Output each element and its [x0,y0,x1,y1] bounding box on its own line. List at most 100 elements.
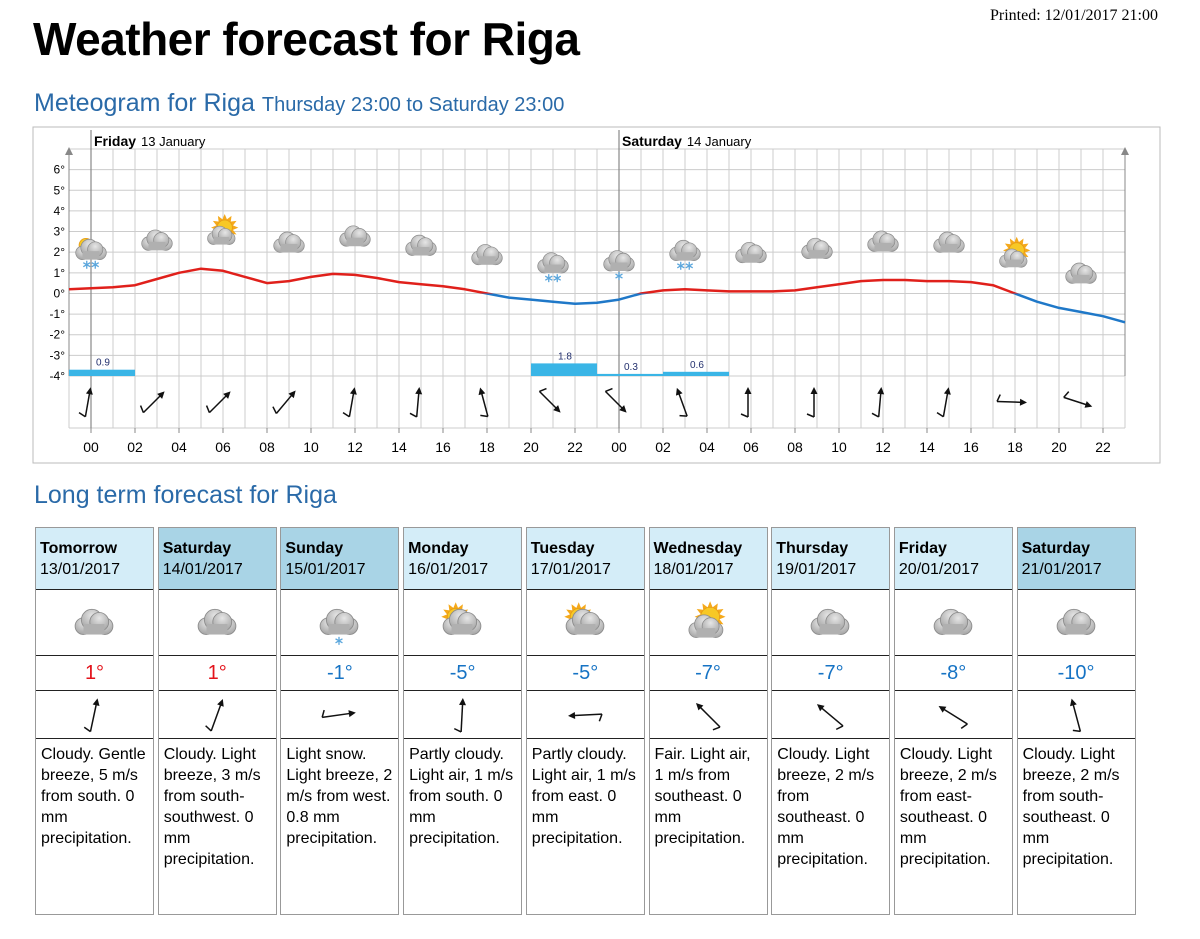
wind-head [877,387,885,395]
description: Cloudy. Light breeze, 2 m/s from east-so… [899,746,997,868]
day-name: Thursday [776,540,849,557]
x-tick-label: 20 [523,439,539,455]
symbol-cell [281,590,399,656]
sun-ray [448,604,454,611]
x-tick-label: 22 [1095,439,1111,455]
precipitation-label: 1.8 [558,351,572,362]
weather-symbols [75,214,1097,284]
cloud-base [940,243,958,253]
cloud [565,608,605,635]
wind-barb [740,413,749,418]
y-tick-label: -2° [50,328,66,342]
sun-ray [719,614,726,620]
day-date: 15/01/2017 [285,561,366,578]
sun-ray [575,602,581,609]
wind-arrow [204,699,224,732]
wind [938,705,968,729]
symbol-cell [36,590,153,656]
day-name: Wednesday [653,540,743,557]
wind-arrow [695,702,721,731]
cloud [933,608,973,635]
day-date: 13/01/2017 [40,561,121,578]
temperature: -8° [894,656,1012,691]
temperature: -7° [649,656,767,691]
temperature: -1° [281,656,399,691]
sun-ray [441,614,448,620]
day-column: Wednesday 18/01/2017 -7° Fair. Light air, 1… [648,527,768,915]
period: Thursday 23:00 to Saturday 23:00 [261,94,565,116]
wind-barb [1072,729,1081,733]
symbol-cell [526,590,644,656]
cloud-base [83,624,105,635]
sun-ray [232,225,239,231]
snowflake-arm [553,275,562,281]
temperature-line [68,267,1126,324]
cloud-base [676,252,694,261]
day-column: Saturday 21/01/2017 -10° Cloudy. Light bree… [1016,527,1136,915]
wind [1069,698,1081,733]
x-tick-label: 06 [215,439,231,455]
wind-head [1069,698,1077,707]
wind-shaft [877,390,882,418]
cloud-base [328,624,350,635]
wind-shaft [571,713,602,717]
x-tick-label: 02 [655,439,671,455]
cloud-base [819,624,841,635]
cloud-base [82,251,100,260]
wind-head [415,387,423,395]
x-tick-label: 00 [611,439,627,455]
day-name: Monday [408,540,469,557]
day-name: Tomorrow [40,540,118,557]
y-tick-label: 0° [54,286,66,300]
day-label: Friday 13 January [94,133,206,149]
wind-shaft [677,391,688,417]
cloud [999,248,1028,268]
cloud [207,225,236,245]
snowflake [676,261,685,270]
day-date: 18/01/2017 [653,561,734,578]
wind-barb [272,406,278,414]
wind-head [216,699,224,707]
precipitation-bar [663,371,729,376]
snowflake-arm [91,262,100,268]
cloud-base [695,628,715,638]
cloud [537,252,569,274]
day-header: Saturday 14/01/2017 [158,528,276,590]
wind-cell [404,691,522,739]
wind-cell [1017,691,1135,739]
x-tick-label: 10 [303,439,319,455]
wind-shaft [1071,702,1081,732]
sun-ray [453,602,459,609]
sun-ray [1024,247,1031,253]
sun-ray [712,603,718,610]
day-header: Wednesday 18/01/2017 [649,528,767,590]
wind-head [567,712,575,720]
x-tick-label: 14 [391,439,407,455]
wind-barb [960,723,968,729]
y-tick-label: -1° [50,307,66,321]
cloud-base [213,236,229,245]
description: Cloudy. Gentle breeze, 5 m/s from south.… [41,746,146,847]
cloud-base [346,237,364,247]
cloud [320,608,359,635]
day-date: 16/01/2017 [408,561,489,578]
wind-barb [712,726,720,731]
wind-arrow [871,387,885,418]
snowflake-arm [676,263,685,269]
wind-barb [83,726,91,733]
wind-cell [894,691,1012,739]
sun-ray [1004,243,1012,249]
wind-head [810,387,818,394]
sun-ray [230,220,237,226]
cloud [688,614,723,638]
wind [695,702,721,731]
day-name: Sunday [285,540,344,557]
sun-ray [716,608,723,615]
symbol-cell [649,590,767,656]
description: Cloudy. Light breeze, 2 m/s from south-s… [1022,746,1120,868]
wind-barb [409,412,418,418]
wind-shaft [1063,396,1089,407]
precipitation-bar [69,369,135,376]
sun-ray [222,214,228,221]
